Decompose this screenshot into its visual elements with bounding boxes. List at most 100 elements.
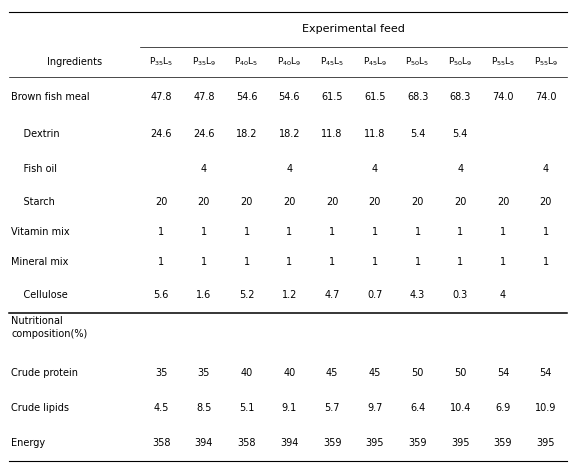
Text: 4.3: 4.3 xyxy=(410,290,425,300)
Text: Crude protein: Crude protein xyxy=(11,368,79,378)
Text: 1: 1 xyxy=(201,227,207,237)
Text: 24.6: 24.6 xyxy=(150,129,172,139)
Text: Vitamin mix: Vitamin mix xyxy=(11,227,70,237)
Text: 4.5: 4.5 xyxy=(153,403,169,413)
Text: 47.8: 47.8 xyxy=(193,92,215,102)
Text: P$_{35}$L$_5$: P$_{35}$L$_5$ xyxy=(149,56,173,68)
Text: 395: 395 xyxy=(536,438,555,448)
Text: 11.8: 11.8 xyxy=(364,129,385,139)
Text: 6.4: 6.4 xyxy=(410,403,425,413)
Text: 20: 20 xyxy=(369,197,381,207)
Text: P$_{35}$L$_9$: P$_{35}$L$_9$ xyxy=(192,56,216,68)
Text: 45: 45 xyxy=(369,368,381,378)
Text: 1.2: 1.2 xyxy=(282,290,297,300)
Text: 20: 20 xyxy=(283,197,296,207)
Text: 4: 4 xyxy=(500,290,506,300)
Text: P$_{55}$L$_9$: P$_{55}$L$_9$ xyxy=(534,56,558,68)
Text: 0.3: 0.3 xyxy=(453,290,468,300)
Text: 5.7: 5.7 xyxy=(324,403,340,413)
Text: 4.7: 4.7 xyxy=(324,290,340,300)
Text: 50: 50 xyxy=(412,368,424,378)
Text: 1: 1 xyxy=(286,227,292,237)
Text: 45: 45 xyxy=(326,368,339,378)
Text: 1: 1 xyxy=(158,257,164,267)
Text: 4: 4 xyxy=(457,165,463,174)
Text: 1: 1 xyxy=(543,227,549,237)
Text: 54: 54 xyxy=(540,368,552,378)
Text: P$_{55}$L$_5$: P$_{55}$L$_5$ xyxy=(491,56,515,68)
Text: 5.1: 5.1 xyxy=(239,403,254,413)
Text: 358: 358 xyxy=(237,438,256,448)
Text: 359: 359 xyxy=(494,438,512,448)
Text: 35: 35 xyxy=(198,368,210,378)
Text: 394: 394 xyxy=(195,438,213,448)
Text: 1: 1 xyxy=(500,227,506,237)
Text: 1: 1 xyxy=(329,257,335,267)
Text: Starch: Starch xyxy=(11,197,55,207)
Text: 4: 4 xyxy=(201,165,207,174)
Text: 395: 395 xyxy=(451,438,470,448)
Text: 1: 1 xyxy=(500,257,506,267)
Text: 1: 1 xyxy=(457,227,463,237)
Text: 1: 1 xyxy=(243,227,250,237)
Text: 20: 20 xyxy=(198,197,210,207)
Text: 47.8: 47.8 xyxy=(150,92,172,102)
Text: 1: 1 xyxy=(201,257,207,267)
Text: 1: 1 xyxy=(286,257,292,267)
Text: 395: 395 xyxy=(365,438,384,448)
Text: 5.6: 5.6 xyxy=(153,290,169,300)
Text: P$_{50}$L$_9$: P$_{50}$L$_9$ xyxy=(448,56,473,68)
Text: 394: 394 xyxy=(280,438,299,448)
Text: 4: 4 xyxy=(372,165,378,174)
Text: 20: 20 xyxy=(326,197,339,207)
Text: 0.7: 0.7 xyxy=(367,290,382,300)
Text: 54.6: 54.6 xyxy=(236,92,258,102)
Text: 1: 1 xyxy=(372,227,378,237)
Text: 20: 20 xyxy=(241,197,253,207)
Text: 5.2: 5.2 xyxy=(239,290,254,300)
Text: 11.8: 11.8 xyxy=(321,129,343,139)
Text: Cellulose: Cellulose xyxy=(11,290,68,300)
Text: 359: 359 xyxy=(323,438,341,448)
Text: P$_{45}$L$_5$: P$_{45}$L$_5$ xyxy=(320,56,344,68)
Text: 4: 4 xyxy=(543,165,549,174)
Text: 358: 358 xyxy=(152,438,170,448)
Text: 1: 1 xyxy=(243,257,250,267)
Text: 1: 1 xyxy=(414,257,421,267)
Text: 9.7: 9.7 xyxy=(367,403,382,413)
Text: 1.6: 1.6 xyxy=(196,290,211,300)
Text: P$_{50}$L$_5$: P$_{50}$L$_5$ xyxy=(405,56,430,68)
Text: 1: 1 xyxy=(158,227,164,237)
Text: Dextrin: Dextrin xyxy=(11,129,60,139)
Text: 20: 20 xyxy=(454,197,466,207)
Text: 10.9: 10.9 xyxy=(535,403,556,413)
Text: 1: 1 xyxy=(414,227,421,237)
Text: 54.6: 54.6 xyxy=(279,92,300,102)
Text: Fish oil: Fish oil xyxy=(11,165,58,174)
Text: Crude lipids: Crude lipids xyxy=(11,403,70,413)
Text: 9.1: 9.1 xyxy=(282,403,297,413)
Text: 6.9: 6.9 xyxy=(495,403,511,413)
Text: Nutritional
composition(%): Nutritional composition(%) xyxy=(11,316,88,339)
Text: Mineral mix: Mineral mix xyxy=(11,257,69,267)
Text: 50: 50 xyxy=(454,368,466,378)
Text: 4: 4 xyxy=(286,165,292,174)
Text: P$_{40}$L$_5$: P$_{40}$L$_5$ xyxy=(234,56,259,68)
Text: Energy: Energy xyxy=(11,438,46,448)
Text: 68.3: 68.3 xyxy=(450,92,471,102)
Text: 61.5: 61.5 xyxy=(364,92,385,102)
Text: 20: 20 xyxy=(155,197,168,207)
Text: 18.2: 18.2 xyxy=(279,129,300,139)
Text: 359: 359 xyxy=(408,438,427,448)
Text: 40: 40 xyxy=(283,368,295,378)
Text: 74.0: 74.0 xyxy=(492,92,514,102)
Text: 35: 35 xyxy=(155,368,168,378)
Text: 1: 1 xyxy=(543,257,549,267)
Text: 20: 20 xyxy=(497,197,509,207)
Text: Experimental feed: Experimental feed xyxy=(302,24,405,34)
Text: 5.4: 5.4 xyxy=(410,129,425,139)
Text: 74.0: 74.0 xyxy=(535,92,556,102)
Text: Ingredients: Ingredients xyxy=(47,57,102,67)
Text: 18.2: 18.2 xyxy=(236,129,258,139)
Text: 54: 54 xyxy=(497,368,509,378)
